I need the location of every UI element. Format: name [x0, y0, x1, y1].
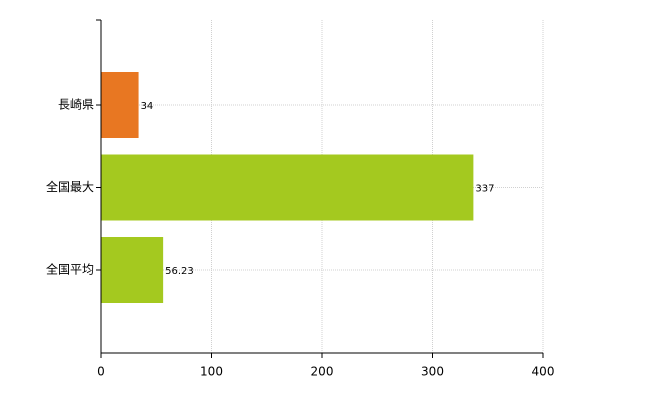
x-tick-label: 0: [97, 365, 105, 379]
bar: [101, 154, 474, 221]
x-tick-label: 100: [200, 365, 223, 379]
y-tick-label: 長崎県: [58, 98, 94, 112]
value-label: 56.23: [165, 266, 194, 277]
value-label: 34: [141, 101, 154, 112]
x-tick-label: 400: [532, 365, 555, 379]
bar: [101, 72, 139, 138]
y-tick-label: 全国最大: [46, 179, 94, 194]
bar: [101, 237, 164, 303]
value-label: 337: [475, 184, 494, 195]
x-tick-label: 300: [421, 365, 444, 379]
y-tick-label: 全国平均: [46, 262, 94, 277]
x-tick-label: 200: [311, 365, 334, 379]
